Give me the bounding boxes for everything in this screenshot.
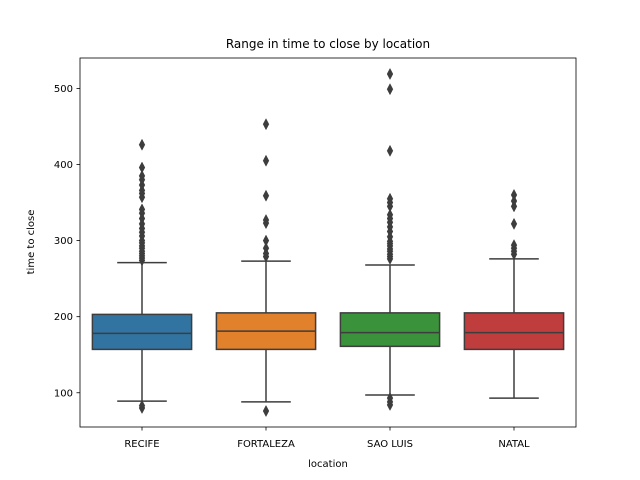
- outlier-point: [138, 169, 146, 182]
- box-group-recife: [91, 138, 193, 415]
- outlier-point: [510, 239, 518, 252]
- y-tick-label: 400: [54, 160, 73, 171]
- x-axis: RECIFE FORTALEZA SAO LUIS NATAL: [124, 427, 530, 450]
- outlier-point: [386, 392, 394, 405]
- y-tick-label: 300: [54, 236, 73, 247]
- outlier-point: [262, 214, 270, 227]
- outlier-point: [510, 217, 518, 230]
- plot-frame: [79, 57, 577, 428]
- outlier-point: [262, 404, 270, 418]
- outlier-point: [510, 194, 518, 208]
- outlier-point: [138, 399, 146, 412]
- x-axis-label: location: [308, 459, 348, 470]
- outlier-point: [262, 118, 270, 131]
- box-group-sao-luis: [339, 67, 441, 411]
- outlier-point: [262, 234, 270, 247]
- outlier-point: [262, 242, 270, 255]
- x-tick-label: SAO LUIS: [367, 439, 413, 450]
- outlier-point: [386, 192, 394, 205]
- outlier-point: [386, 83, 394, 96]
- y-tick-label: 100: [54, 388, 73, 399]
- plot-content: [91, 67, 565, 418]
- y-tick-label: 200: [54, 312, 73, 323]
- x-tick-label: RECIFE: [124, 439, 159, 450]
- box-natal: [463, 312, 565, 351]
- x-tick-label: FORTALEZA: [237, 439, 295, 450]
- y-axis-label: time to close: [26, 210, 37, 275]
- box-group-natal: [463, 188, 565, 399]
- outlier-point: [386, 144, 394, 157]
- y-axis: 100 200 300 400 500: [54, 84, 80, 399]
- chart-title: Range in time to close by location: [226, 37, 430, 51]
- y-tick-label: 500: [54, 84, 73, 95]
- outlier-point: [262, 189, 270, 202]
- outlier-point: [510, 188, 518, 201]
- outlier-point: [138, 138, 146, 151]
- box-sao-luis: [339, 312, 441, 348]
- box-group-fortaleza: [215, 118, 317, 418]
- outlier-point: [138, 161, 146, 174]
- outlier-point: [262, 154, 270, 167]
- outlier-point: [386, 208, 394, 221]
- outlier-point: [138, 203, 146, 216]
- outlier-point: [386, 67, 394, 81]
- x-tick-label: NATAL: [498, 439, 530, 450]
- box-recife: [91, 313, 193, 351]
